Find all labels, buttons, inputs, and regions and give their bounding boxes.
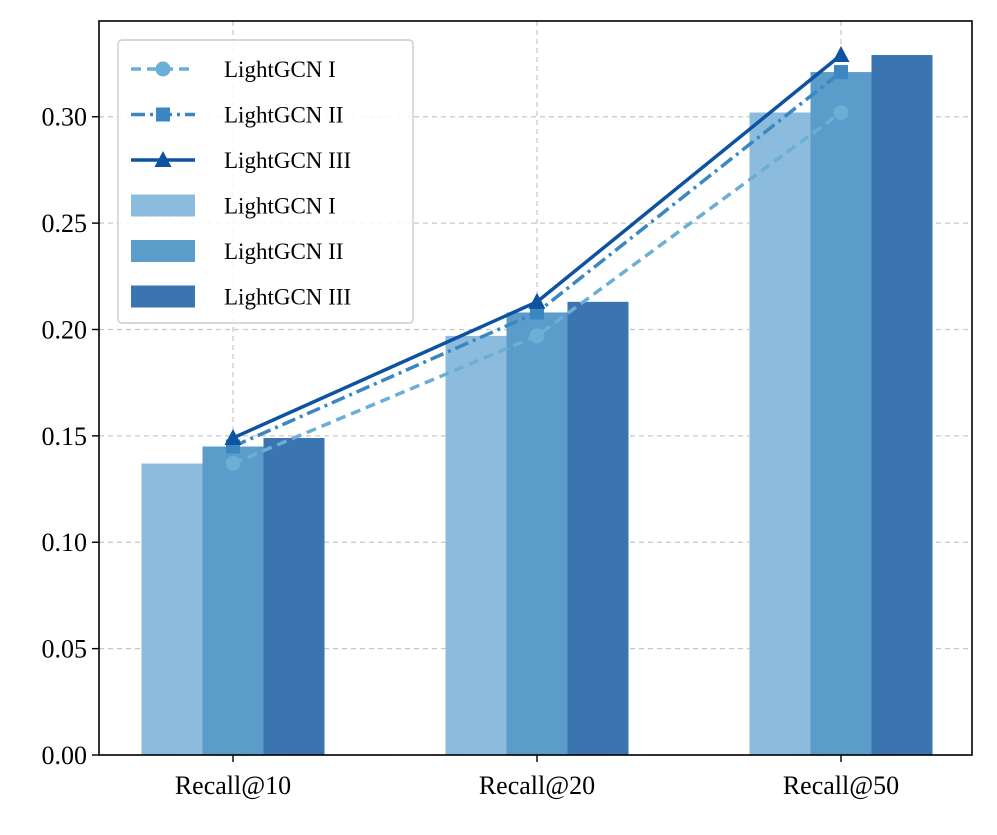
bar-1-recall-at-50 xyxy=(749,112,811,755)
bars xyxy=(141,55,933,756)
legend: LightGCN I LightGCN II LightGCN III LightGC… xyxy=(117,39,414,324)
line-3-marker-1 xyxy=(224,428,242,445)
y-tick-label: 0.00 xyxy=(42,741,88,770)
y-tick-label: 0.20 xyxy=(42,315,88,344)
x-tick-label: Recall@20 xyxy=(479,771,595,800)
bar-2-recall-at-10 xyxy=(202,446,264,755)
line-series xyxy=(224,46,850,472)
x-tick-label: Recall@50 xyxy=(783,771,899,800)
legend-label: LightGCN III xyxy=(224,285,351,310)
y-tick-label: 0.30 xyxy=(42,103,88,132)
legend-label: LightGCN I xyxy=(224,57,336,82)
line-1-marker-2 xyxy=(529,328,545,344)
y-tick-label: 0.05 xyxy=(42,635,88,664)
bar-2-recall-at-50 xyxy=(810,72,872,756)
y-tick-label: 0.10 xyxy=(42,528,88,557)
line-1-marker-3 xyxy=(833,104,849,120)
x-axis: Recall@10 Recall@20 Recall@50 xyxy=(175,755,899,800)
bar-1-recall-at-10 xyxy=(141,463,203,755)
line-2-marker-3 xyxy=(834,65,848,80)
legend-label: LightGCN II xyxy=(224,103,343,128)
legend-label: LightGCN I xyxy=(224,194,336,219)
legend-box xyxy=(117,39,414,324)
legend-marker-1 xyxy=(155,61,171,77)
line-3-marker-3 xyxy=(832,46,850,63)
bar-1-recall-at-20 xyxy=(445,335,507,755)
y-tick-label: 0.15 xyxy=(42,422,88,451)
x-tick-label: Recall@10 xyxy=(175,771,291,800)
bar-3-recall-at-10 xyxy=(263,437,325,755)
legend-patch-2 xyxy=(131,240,195,262)
line-2-marker-2 xyxy=(530,305,544,320)
y-axis: 0.00 0.05 0.10 0.15 0.20 0.25 0.30 xyxy=(42,103,99,770)
bar-3-recall-at-50 xyxy=(871,55,933,755)
legend-marker-2 xyxy=(156,107,170,122)
plot-frame xyxy=(98,20,973,756)
line-1-marker-1 xyxy=(225,456,241,472)
legend-marker-3 xyxy=(154,151,172,167)
bar-3-recall-at-20 xyxy=(567,301,629,755)
legend-label: LightGCN II xyxy=(224,239,343,264)
legend-patch-3 xyxy=(131,285,195,308)
legend-label: LightGCN III xyxy=(224,148,351,173)
line-3-marker-2 xyxy=(528,292,546,309)
y-tick-label: 0.25 xyxy=(42,209,88,238)
bar-2-recall-at-20 xyxy=(506,312,568,755)
legend-patch-1 xyxy=(131,194,195,217)
